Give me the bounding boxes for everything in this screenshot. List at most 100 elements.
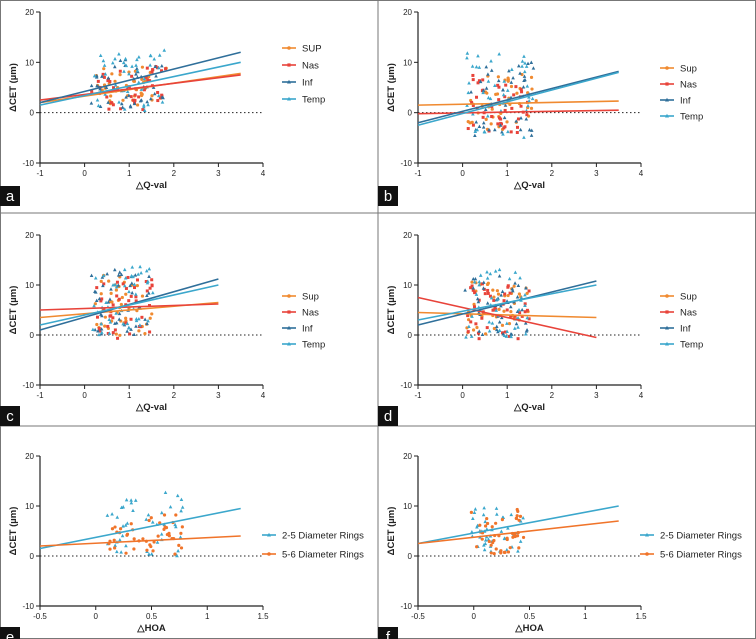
data-point bbox=[129, 498, 133, 502]
data-point bbox=[474, 292, 479, 296]
data-point bbox=[168, 504, 173, 509]
legend-label: Inf bbox=[680, 96, 691, 107]
data-point bbox=[125, 533, 129, 537]
data-point bbox=[141, 537, 145, 541]
legend-marker bbox=[665, 66, 669, 70]
data-point bbox=[140, 92, 144, 96]
data-point bbox=[491, 308, 495, 312]
data-point bbox=[139, 270, 143, 275]
data-point bbox=[515, 125, 519, 129]
regression-line bbox=[417, 100, 619, 106]
data-point bbox=[179, 497, 184, 501]
data-point bbox=[129, 327, 133, 331]
x-axis-label: △HOA bbox=[136, 623, 166, 634]
data-point bbox=[529, 75, 534, 79]
regression-line bbox=[39, 507, 241, 550]
data-point bbox=[136, 272, 141, 276]
data-point bbox=[489, 543, 493, 547]
data-point bbox=[517, 64, 521, 68]
data-point bbox=[497, 267, 502, 272]
data-point bbox=[150, 70, 154, 74]
data-point bbox=[523, 310, 527, 314]
data-point bbox=[118, 69, 122, 73]
data-point bbox=[131, 98, 135, 102]
data-point bbox=[118, 537, 122, 542]
data-point bbox=[95, 286, 99, 290]
x-axis-label: △Q-val bbox=[135, 180, 167, 191]
data-point bbox=[481, 88, 486, 92]
data-point bbox=[474, 120, 479, 124]
regression-line bbox=[417, 284, 597, 321]
data-point bbox=[502, 126, 506, 130]
data-point bbox=[156, 65, 161, 70]
data-point bbox=[486, 79, 491, 83]
data-point bbox=[142, 103, 146, 107]
data-point bbox=[489, 68, 494, 72]
data-point bbox=[160, 100, 165, 104]
data-point bbox=[513, 314, 517, 318]
data-point bbox=[118, 527, 123, 531]
data-point bbox=[108, 320, 113, 324]
data-point bbox=[155, 540, 160, 544]
data-point bbox=[124, 543, 128, 548]
data-point bbox=[117, 270, 122, 274]
data-point bbox=[469, 286, 473, 290]
data-point bbox=[476, 54, 480, 58]
x-tick-label: 0.5 bbox=[524, 612, 536, 621]
y-tick-label: -10 bbox=[400, 159, 412, 168]
data-point bbox=[465, 103, 469, 107]
data-point bbox=[490, 107, 494, 111]
data-point bbox=[156, 90, 160, 94]
data-point bbox=[101, 58, 106, 63]
legend-label: Inf bbox=[302, 324, 313, 335]
data-point bbox=[133, 273, 138, 277]
data-point bbox=[505, 120, 509, 124]
data-point bbox=[494, 547, 498, 551]
data-point bbox=[124, 316, 128, 320]
data-point bbox=[145, 99, 149, 104]
panel-label-box bbox=[378, 627, 398, 639]
data-point bbox=[147, 291, 151, 295]
data-point bbox=[150, 278, 154, 282]
data-point bbox=[469, 320, 473, 324]
data-point bbox=[519, 104, 523, 108]
x-tick-label: 0 bbox=[82, 391, 87, 400]
data-point bbox=[106, 300, 111, 304]
data-point bbox=[151, 290, 155, 295]
data-point bbox=[509, 80, 514, 84]
data-point bbox=[155, 66, 159, 70]
data-point bbox=[177, 543, 181, 547]
legend-label: Inf bbox=[680, 324, 691, 335]
legend-label: Nas bbox=[302, 308, 319, 319]
data-point bbox=[129, 95, 133, 99]
data-point bbox=[106, 324, 110, 328]
x-tick-label: 1 bbox=[205, 612, 210, 621]
data-point bbox=[478, 523, 482, 527]
data-point bbox=[497, 320, 502, 324]
data-point bbox=[124, 286, 128, 290]
y-tick-label: -10 bbox=[400, 602, 412, 611]
x-tick-label: -1 bbox=[36, 169, 44, 178]
data-point bbox=[140, 294, 145, 298]
data-point bbox=[481, 125, 486, 129]
data-point bbox=[95, 315, 99, 319]
data-point bbox=[489, 295, 494, 300]
data-point bbox=[484, 117, 488, 121]
data-point bbox=[487, 329, 492, 333]
legend-label: Sup bbox=[680, 64, 697, 75]
data-point bbox=[509, 314, 513, 318]
legend-marker bbox=[287, 325, 291, 330]
data-point bbox=[100, 74, 104, 78]
x-tick-label: 3 bbox=[594, 169, 599, 178]
data-point bbox=[480, 332, 485, 336]
data-point bbox=[499, 117, 503, 121]
data-point bbox=[499, 293, 503, 297]
data-point bbox=[481, 115, 485, 119]
data-point bbox=[483, 519, 488, 524]
data-point bbox=[472, 305, 476, 309]
data-point bbox=[521, 516, 525, 520]
data-point bbox=[146, 78, 150, 82]
data-point bbox=[147, 274, 151, 278]
data-point bbox=[100, 297, 104, 301]
data-point bbox=[493, 83, 497, 88]
